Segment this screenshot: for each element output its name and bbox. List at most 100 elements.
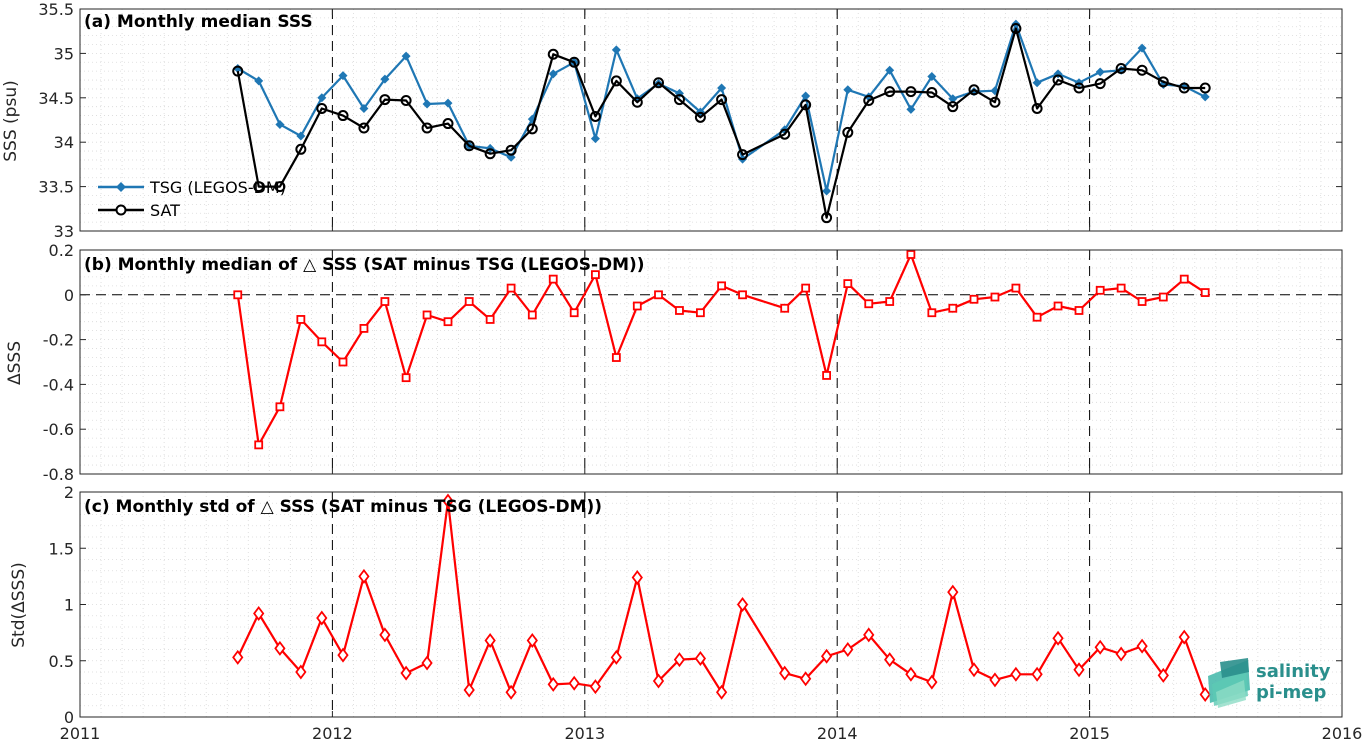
data-point	[379, 627, 391, 643]
axes-frame	[79, 249, 1343, 475]
data-point	[442, 493, 454, 509]
data-point	[1053, 301, 1063, 311]
data-point	[443, 317, 453, 327]
data-point	[1031, 102, 1043, 114]
data-point	[526, 633, 538, 648]
data-point	[695, 308, 705, 318]
data-point	[1011, 283, 1021, 293]
data-point	[1094, 639, 1106, 655]
data-point	[316, 610, 328, 626]
y-tick-label: 0.5	[49, 652, 74, 671]
data-point	[968, 662, 980, 678]
data-point	[337, 647, 349, 663]
x-tick-label: 2012	[312, 724, 353, 743]
data-point	[254, 76, 264, 86]
data-point	[780, 303, 790, 313]
data-point	[905, 666, 917, 682]
data-point	[694, 111, 706, 123]
data-point	[969, 294, 979, 304]
panel-b-ylabel: ΔSSS	[5, 341, 25, 385]
legend-label-tsg: TSG (LEGOS-DM)	[149, 178, 286, 197]
data-point	[569, 308, 579, 318]
series-line	[236, 253, 1206, 446]
data-point	[1010, 23, 1022, 35]
legend-item-tsg: TSG (LEGOS-DM)	[98, 178, 286, 197]
data-point	[1074, 306, 1084, 315]
data-point	[842, 642, 854, 657]
data-point	[652, 673, 665, 689]
data-point	[843, 85, 853, 95]
data-point	[1136, 64, 1148, 76]
data-point	[885, 65, 895, 75]
x-tick-label: 2014	[817, 724, 858, 743]
data-point	[1200, 288, 1210, 297]
data-point	[275, 119, 285, 129]
data-point	[1032, 312, 1042, 322]
data-point	[863, 627, 875, 643]
data-point	[338, 357, 348, 367]
y-tick-label: 34	[54, 133, 74, 152]
data-point	[1095, 285, 1105, 295]
data-point	[506, 283, 516, 293]
y-tick-label: 1	[64, 596, 74, 615]
data-point	[401, 51, 411, 61]
data-point	[275, 402, 285, 412]
data-point	[295, 143, 307, 155]
y-tick-label: -0.2	[43, 331, 74, 350]
y-tick-label: -0.8	[43, 465, 74, 484]
panel-a-ylabel: SSS (psu)	[1, 80, 21, 161]
data-point	[653, 77, 665, 89]
data-point	[927, 308, 937, 318]
x-tick-label: 2013	[564, 724, 605, 743]
panel-a-chart: 33 33.5 34 34.5 35 35.5	[38, 0, 1343, 241]
data-point	[589, 679, 602, 695]
x-tick-label: 2016	[1322, 724, 1363, 743]
y-tick-label: 0.2	[49, 241, 74, 260]
data-point	[1115, 646, 1127, 662]
logo-line2: pi-mep	[1256, 682, 1326, 703]
data-point	[736, 597, 749, 612]
data-point	[927, 71, 937, 81]
data-point	[717, 83, 727, 93]
data-point	[990, 292, 1000, 302]
data-point	[253, 181, 265, 193]
data-point	[421, 122, 433, 134]
data-point	[632, 301, 642, 311]
data-point	[1031, 666, 1043, 682]
data-point	[926, 674, 938, 690]
data-point	[675, 306, 684, 315]
panel-c-title: (c) Monthly std of △ SSS (SAT minus TSG …	[84, 497, 602, 517]
data-point	[989, 96, 1001, 108]
data-point	[863, 94, 875, 106]
data-point	[527, 310, 537, 320]
x-tick-label: 2015	[1069, 724, 1110, 743]
data-point	[484, 148, 496, 160]
panel-a-title: (a) Monthly median SSS	[84, 12, 313, 32]
y-tick-label: 35.5	[38, 0, 74, 19]
data-point	[801, 283, 811, 293]
data-point	[358, 122, 370, 134]
data-point	[233, 290, 243, 300]
data-point	[737, 149, 749, 161]
y-tick-label: 35	[54, 44, 74, 63]
data-point	[715, 684, 728, 700]
data-point	[359, 103, 369, 113]
data-point	[610, 649, 622, 665]
data-point	[505, 684, 517, 700]
data-point	[548, 274, 558, 284]
series-sat	[232, 23, 1211, 224]
legend-label-sat: SAT	[150, 201, 180, 220]
data-point	[1178, 82, 1190, 94]
data-point	[400, 665, 412, 681]
data-point	[254, 440, 264, 450]
data-point	[948, 94, 958, 104]
axes-frame	[79, 8, 1343, 232]
data-point	[316, 102, 328, 114]
data-point	[779, 128, 791, 140]
data-point	[463, 682, 475, 698]
data-point	[822, 371, 831, 380]
data-point	[232, 649, 244, 665]
data-point	[295, 664, 307, 680]
legend-marker-sat	[115, 204, 127, 216]
data-point	[947, 584, 959, 600]
